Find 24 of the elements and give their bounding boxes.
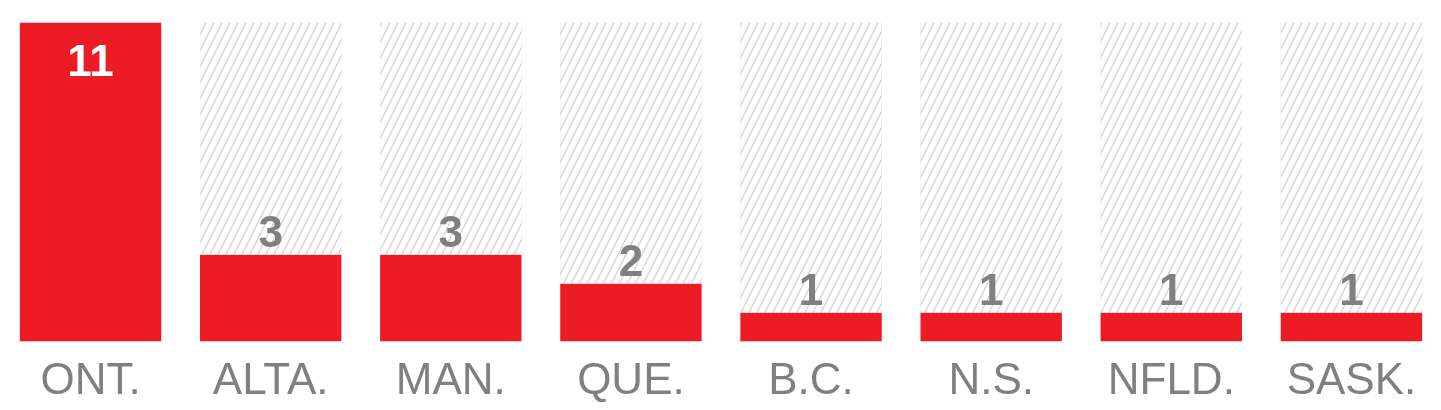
x-tick-label: QUE. [577,353,685,403]
bar [920,312,1062,342]
bar [380,254,522,342]
data-label: 1 [1159,264,1184,314]
x-tick-label: SASK. [1286,353,1417,403]
x-tick-label: MAN. [395,353,506,403]
bar [560,283,702,342]
data-label: 1 [1339,264,1364,314]
bar [19,22,162,342]
bar [1100,312,1243,342]
bar [740,312,882,342]
data-label: 3 [438,206,464,256]
data-label: 11 [67,35,114,85]
data-label: 1 [798,264,824,314]
x-tick-label: ALTA. [212,353,329,403]
x-tick-label: ONT. [40,353,141,403]
bar [1280,312,1423,342]
data-label: 3 [258,206,283,256]
bar [199,254,342,342]
x-tick-label: NFLD. [1107,353,1235,403]
data-label: 2 [618,235,644,285]
x-tick-label: N.S. [948,353,1034,403]
data-label: 1 [978,264,1004,314]
x-tick-label: B.C. [768,353,854,403]
